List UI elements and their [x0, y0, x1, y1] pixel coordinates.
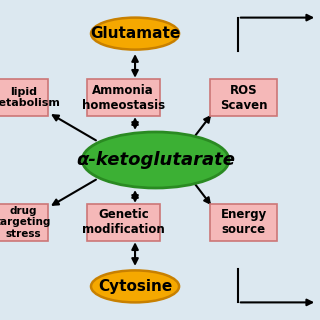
- FancyBboxPatch shape: [0, 204, 48, 241]
- Text: ROS
Scaven: ROS Scaven: [220, 84, 268, 112]
- FancyBboxPatch shape: [210, 79, 277, 116]
- Ellipse shape: [91, 18, 179, 50]
- FancyBboxPatch shape: [87, 204, 160, 241]
- Ellipse shape: [82, 132, 229, 188]
- Ellipse shape: [91, 270, 179, 302]
- FancyBboxPatch shape: [87, 79, 160, 116]
- FancyBboxPatch shape: [210, 204, 277, 241]
- Text: Energy
source: Energy source: [220, 208, 267, 236]
- Text: Genetic
modification: Genetic modification: [82, 208, 165, 236]
- Text: Cytosine: Cytosine: [98, 279, 172, 294]
- Text: Ammonia
homeostasis: Ammonia homeostasis: [82, 84, 165, 112]
- Text: drug
targeting
stress: drug targeting stress: [0, 206, 51, 239]
- Text: lipid
metabolism: lipid metabolism: [0, 87, 60, 108]
- Text: Glutamate: Glutamate: [90, 26, 180, 41]
- FancyBboxPatch shape: [0, 79, 48, 116]
- Text: α-ketoglutarate: α-ketoglutarate: [76, 151, 235, 169]
